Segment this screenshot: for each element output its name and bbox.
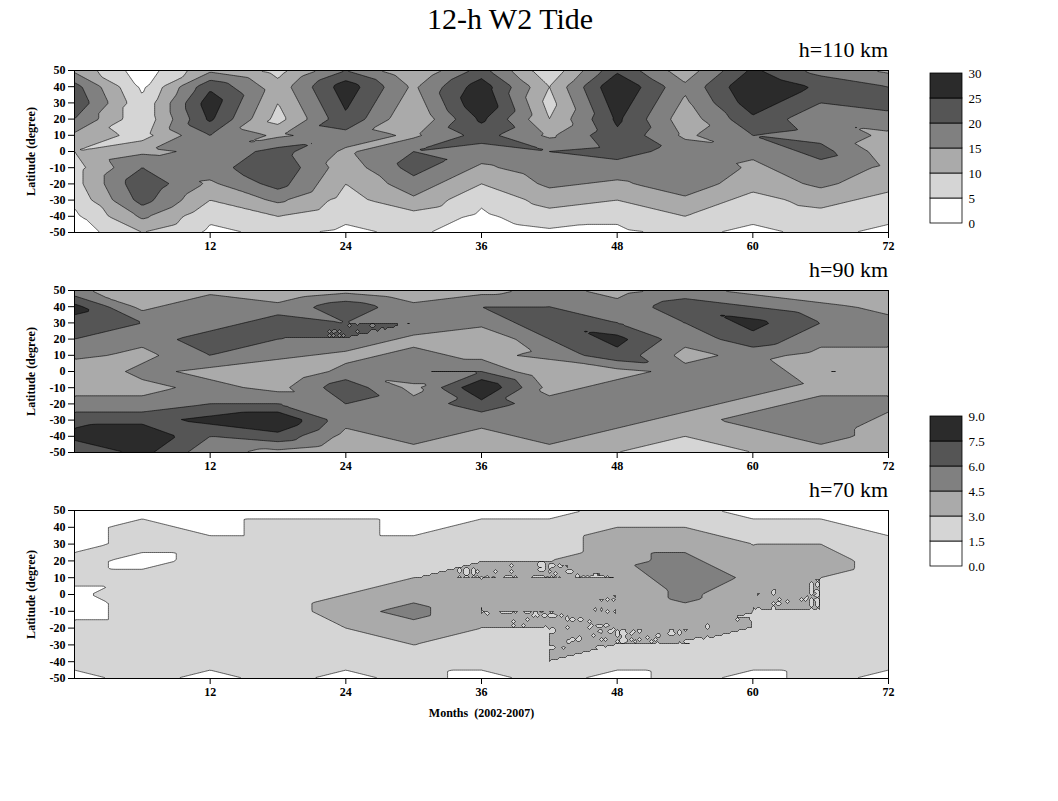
svg-text:30: 30 (54, 96, 66, 110)
svg-text:60: 60 (747, 459, 759, 473)
svg-text:25: 25 (969, 91, 982, 106)
svg-text:36: 36 (476, 239, 488, 253)
svg-text:30: 30 (969, 66, 982, 81)
svg-text:-50: -50 (50, 671, 66, 685)
html-text:h=90 km: h=90 km (809, 257, 888, 282)
svg-text:1.5: 1.5 (969, 534, 985, 549)
svg-text:30: 30 (54, 537, 66, 551)
svg-text:20: 20 (54, 554, 66, 568)
svg-text:48: 48 (611, 685, 623, 699)
svg-text:9.0: 9.0 (969, 409, 985, 424)
svg-text:-30: -30 (50, 638, 66, 652)
svg-text:-20: -20 (50, 177, 66, 191)
svg-text:10: 10 (969, 166, 982, 181)
html-text:12-h W2 Tide: 12-h W2 Tide (426, 2, 594, 35)
svg-text:Latitude (degree): Latitude (degree) (24, 550, 38, 639)
svg-text:30: 30 (54, 316, 66, 330)
svg-text:-40: -40 (50, 429, 66, 443)
svg-text:-50: -50 (50, 445, 66, 459)
svg-text:-20: -20 (50, 621, 66, 635)
svg-text:-20: -20 (50, 397, 66, 411)
svg-text:7.5: 7.5 (969, 434, 985, 449)
svg-text:40: 40 (54, 520, 66, 534)
svg-text:0: 0 (969, 216, 976, 231)
svg-text:5: 5 (969, 191, 976, 206)
svg-text:24: 24 (340, 685, 352, 699)
svg-text:-40: -40 (50, 209, 66, 223)
svg-text:10: 10 (54, 128, 66, 142)
svg-text:72: 72 (883, 239, 895, 253)
svg-text:-10: -10 (50, 161, 66, 175)
svg-text:0.0: 0.0 (969, 559, 985, 574)
html-text:h=70 km: h=70 km (809, 477, 888, 502)
svg-text:50: 50 (54, 283, 66, 297)
svg-text:Months (2002-2007): Months (2002-2007) (429, 706, 534, 720)
svg-text:15: 15 (969, 141, 982, 156)
svg-text:6.0: 6.0 (969, 459, 985, 474)
svg-text:12: 12 (204, 239, 216, 253)
svg-text:-40: -40 (50, 655, 66, 669)
svg-text:24: 24 (340, 459, 352, 473)
svg-text:0: 0 (60, 144, 66, 158)
svg-text:40: 40 (54, 300, 66, 314)
svg-text:60: 60 (747, 685, 759, 699)
svg-text:20: 20 (969, 116, 982, 131)
svg-text:Latitude (degree): Latitude (degree) (24, 107, 38, 196)
svg-text:40: 40 (54, 80, 66, 94)
svg-text:10: 10 (54, 571, 66, 585)
svg-text:0: 0 (60, 587, 66, 601)
svg-text:72: 72 (883, 459, 895, 473)
svg-text:36: 36 (476, 459, 488, 473)
svg-text:3.0: 3.0 (969, 509, 985, 524)
svg-text:20: 20 (54, 112, 66, 126)
svg-text:0: 0 (60, 364, 66, 378)
svg-text:-50: -50 (50, 225, 66, 239)
svg-text:50: 50 (54, 503, 66, 517)
svg-text:24: 24 (340, 239, 352, 253)
svg-text:-10: -10 (50, 381, 66, 395)
svg-text:48: 48 (611, 239, 623, 253)
svg-text:Latitude (degree): Latitude (degree) (24, 327, 38, 416)
svg-text:50: 50 (54, 63, 66, 77)
svg-text:72: 72 (883, 685, 895, 699)
svg-text:20: 20 (54, 332, 66, 346)
svg-text:4.5: 4.5 (969, 484, 985, 499)
svg-text:-10: -10 (50, 604, 66, 618)
svg-text:-30: -30 (50, 413, 66, 427)
svg-text:10: 10 (54, 348, 66, 362)
html-text:h=110 km: h=110 km (798, 37, 888, 62)
svg-text:-30: -30 (50, 193, 66, 207)
svg-text:12: 12 (204, 685, 216, 699)
svg-text:12: 12 (204, 459, 216, 473)
svg-text:36: 36 (476, 685, 488, 699)
svg-text:48: 48 (611, 459, 623, 473)
svg-text:60: 60 (747, 239, 759, 253)
